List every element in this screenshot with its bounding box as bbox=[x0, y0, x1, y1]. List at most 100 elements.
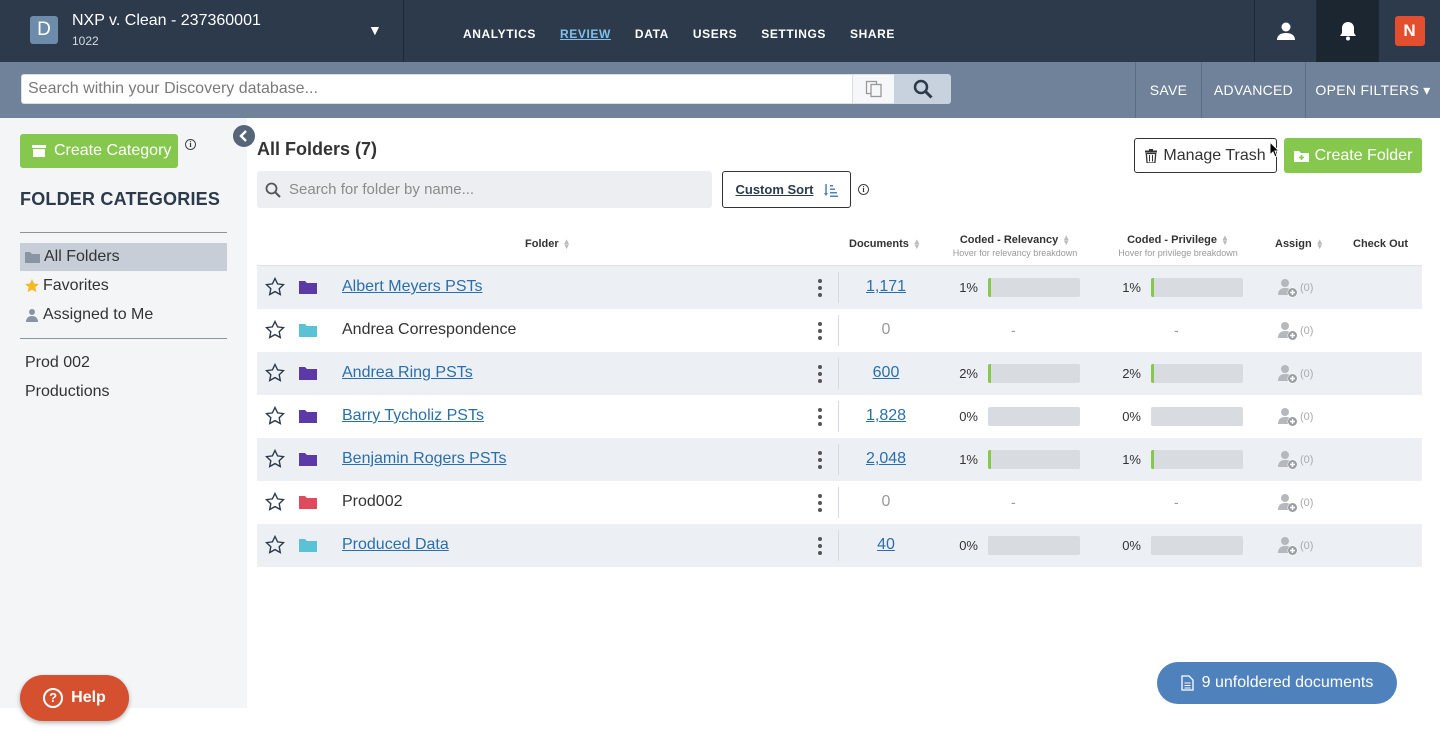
folder-icon bbox=[32, 145, 46, 157]
privilege-bar[interactable] bbox=[1151, 407, 1243, 426]
nav-analytics[interactable]: ANALYTICS bbox=[463, 27, 536, 41]
save-search-button[interactable]: SAVE bbox=[1135, 62, 1201, 118]
relevancy-bar[interactable] bbox=[988, 450, 1080, 469]
folder-icon bbox=[299, 281, 317, 294]
star-icon[interactable] bbox=[265, 277, 285, 297]
nav-data[interactable]: DATA bbox=[634, 27, 669, 41]
folder-name[interactable]: Benjamin Rogers PSTs bbox=[342, 450, 507, 467]
category-productions[interactable]: Productions bbox=[25, 383, 110, 400]
more-options-icon[interactable] bbox=[817, 408, 823, 426]
column-header-folder[interactable]: Folder ▲ ▼ bbox=[525, 237, 571, 252]
sidebar-item-label: All Folders bbox=[44, 248, 120, 265]
table-row[interactable]: Andrea Ring PSTs 600 2% 2% (0) bbox=[257, 352, 1422, 395]
star-icon bbox=[25, 279, 39, 293]
discovery-search-input[interactable] bbox=[21, 74, 853, 104]
assign-button[interactable]: (0) bbox=[1278, 278, 1313, 298]
more-options-icon[interactable] bbox=[817, 537, 823, 555]
column-header-documents[interactable]: Documents ▲ ▼ bbox=[849, 237, 921, 252]
profile-button[interactable] bbox=[1254, 0, 1316, 62]
star-icon[interactable] bbox=[265, 492, 285, 512]
assign-button[interactable]: (0) bbox=[1278, 493, 1313, 513]
search-icon bbox=[265, 182, 281, 198]
document-count[interactable]: 600 bbox=[872, 364, 900, 381]
column-header-relevancy[interactable]: Coded - Relevancy ▲ ▼ Hover for relevancy b… bbox=[952, 233, 1078, 258]
assign-button[interactable]: (0) bbox=[1278, 536, 1313, 556]
assign-button[interactable]: (0) bbox=[1278, 450, 1313, 470]
folder-search-input[interactable] bbox=[289, 181, 689, 198]
copy-icon bbox=[865, 80, 882, 98]
case-id: 1022 bbox=[72, 34, 99, 48]
star-icon[interactable] bbox=[265, 406, 285, 426]
collapse-sidebar-button[interactable] bbox=[233, 125, 255, 147]
column-header-assign[interactable]: Assign ▲ ▼ bbox=[1275, 237, 1324, 252]
nav-review[interactable]: REVIEW bbox=[559, 27, 611, 41]
folder-name[interactable]: Produced Data bbox=[342, 536, 449, 553]
search-button[interactable] bbox=[894, 74, 951, 104]
caret-down-icon[interactable]: ▼ bbox=[368, 22, 382, 38]
table-row[interactable]: Prod002 0 - - (0) bbox=[257, 481, 1422, 524]
more-options-icon[interactable] bbox=[817, 494, 823, 512]
document-count[interactable]: 2,048 bbox=[865, 450, 907, 467]
folder-name[interactable]: Andrea Ring PSTs bbox=[342, 364, 473, 381]
table-row[interactable]: Benjamin Rogers PSTs 2,048 1% 1% (0) bbox=[257, 438, 1422, 481]
sidebar-item-assigned-to-me[interactable]: Assigned to Me bbox=[20, 301, 227, 329]
category-prod-002[interactable]: Prod 002 bbox=[25, 354, 90, 371]
table-row[interactable]: Andrea Correspondence 0 - - (0) bbox=[257, 309, 1422, 352]
star-icon[interactable] bbox=[265, 449, 285, 469]
open-filters-button[interactable]: OPEN FILTERS ▾ bbox=[1305, 62, 1440, 118]
unfoldered-documents-button[interactable]: 9 unfoldered documents bbox=[1157, 662, 1397, 704]
case-selector[interactable]: D NXP v. Clean - 237360001 1022 ▼ bbox=[0, 0, 404, 62]
table-row[interactable]: Albert Meyers PSTs 1,171 1% 1% (0) bbox=[257, 266, 1422, 309]
folder-icon bbox=[25, 252, 40, 263]
more-options-icon[interactable] bbox=[817, 365, 823, 383]
more-options-icon[interactable] bbox=[817, 322, 823, 340]
table-row[interactable]: Produced Data 40 0% 0% (0) bbox=[257, 524, 1422, 567]
brand-button[interactable]: N bbox=[1378, 0, 1440, 62]
relevancy-bar[interactable] bbox=[988, 536, 1080, 555]
assign-button[interactable]: (0) bbox=[1278, 321, 1313, 341]
create-category-button[interactable]: Create Category bbox=[20, 134, 178, 168]
custom-sort-button[interactable]: Custom Sort bbox=[722, 171, 851, 208]
relevancy-bar[interactable] bbox=[988, 278, 1080, 297]
assign-count: (0) bbox=[1300, 368, 1314, 380]
folder-name[interactable]: Albert Meyers PSTs bbox=[342, 278, 483, 295]
manage-trash-button[interactable]: Manage Trash bbox=[1134, 138, 1277, 173]
assign-button[interactable]: (0) bbox=[1278, 407, 1313, 427]
sidebar-item-all-folders[interactable]: All Folders bbox=[20, 243, 227, 271]
case-title: NXP v. Clean - 237360001 bbox=[72, 12, 261, 29]
relevancy-bar[interactable] bbox=[988, 407, 1080, 426]
star-icon[interactable] bbox=[265, 363, 285, 383]
user-icon bbox=[1276, 22, 1295, 40]
info-icon[interactable]: i bbox=[185, 139, 196, 150]
folder-icon bbox=[299, 496, 317, 509]
star-icon[interactable] bbox=[265, 320, 285, 340]
star-icon[interactable] bbox=[265, 535, 285, 555]
column-header-privilege[interactable]: Coded - Privilege ▲ ▼ Hover for privilege b… bbox=[1118, 233, 1238, 258]
more-options-icon[interactable] bbox=[817, 279, 823, 297]
notifications-button[interactable] bbox=[1316, 0, 1378, 62]
folder-name[interactable]: Barry Tycholiz PSTs bbox=[342, 407, 484, 424]
assign-count: (0) bbox=[1300, 497, 1314, 509]
copy-button[interactable] bbox=[852, 74, 895, 104]
document-count[interactable]: 40 bbox=[877, 536, 895, 553]
document-count[interactable]: 1,828 bbox=[865, 407, 907, 424]
table-row[interactable]: Barry Tycholiz PSTs 1,828 0% 0% (0) bbox=[257, 395, 1422, 438]
folder-categories-title: FOLDER CATEGORIES bbox=[20, 189, 221, 209]
more-options-icon[interactable] bbox=[817, 451, 823, 469]
privilege-bar[interactable] bbox=[1151, 364, 1243, 383]
document-count[interactable]: 1,171 bbox=[865, 278, 907, 295]
privilege-bar[interactable] bbox=[1151, 536, 1243, 555]
relevancy-bar[interactable] bbox=[988, 364, 1080, 383]
privilege-bar[interactable] bbox=[1151, 278, 1243, 297]
create-folder-button[interactable]: Create Folder bbox=[1284, 138, 1422, 173]
nav-users[interactable]: USERS bbox=[692, 27, 738, 41]
advanced-search-button[interactable]: ADVANCED bbox=[1201, 62, 1305, 118]
privilege-bar[interactable] bbox=[1151, 450, 1243, 469]
nav-settings[interactable]: SETTINGS bbox=[761, 27, 827, 41]
nav-share[interactable]: SHARE bbox=[850, 27, 896, 41]
sidebar-item-favorites[interactable]: Favorites bbox=[20, 272, 227, 300]
info-icon[interactable]: i bbox=[858, 184, 869, 195]
privilege-percent: 0% bbox=[1122, 409, 1141, 424]
assign-button[interactable]: (0) bbox=[1278, 364, 1313, 384]
help-button[interactable]: ? Help bbox=[20, 675, 129, 721]
